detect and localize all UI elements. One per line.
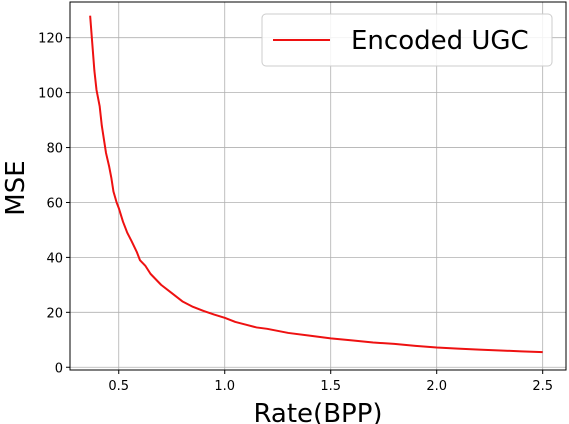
x-axis-ticks: 0.5 1.0 1.5 2.0 2.5 — [108, 370, 553, 394]
x-tick-label: 0.5 — [108, 379, 129, 394]
series-line-encoded-ugc — [89, 15, 543, 354]
y-tick-label: 0 — [55, 361, 63, 376]
x-tick-label: 1.0 — [214, 379, 235, 394]
y-tick-label: 20 — [46, 306, 63, 321]
legend-box — [261, 13, 553, 67]
legend-label: Encoded UGC — [351, 26, 529, 56]
x-axis-label: Rate(BPP) — [253, 399, 382, 424]
x-tick-label: 1.5 — [320, 379, 341, 394]
x-tick-label: 2.0 — [426, 379, 447, 394]
y-axis-label: MSE — [1, 160, 31, 215]
y-tick-label: 100 — [38, 87, 63, 102]
x-tick-label: 2.5 — [532, 379, 553, 394]
legend: Encoded UGC — [261, 13, 553, 67]
y-tick-label: 60 — [46, 196, 63, 211]
series-layer — [89, 15, 543, 354]
y-axis-ticks: 0 20 40 60 80 100 120 — [38, 32, 70, 376]
y-tick-label: 40 — [46, 251, 63, 266]
y-tick-label: 120 — [38, 32, 63, 47]
y-tick-label: 80 — [46, 142, 63, 157]
plot-frame — [69, 1, 567, 371]
